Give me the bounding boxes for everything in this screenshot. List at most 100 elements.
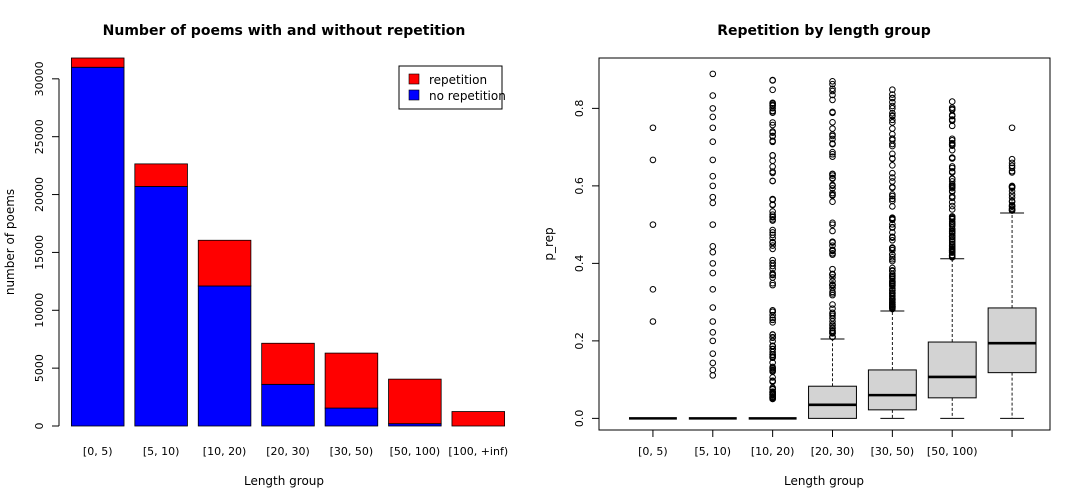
outlier-point [889, 169, 896, 177]
outlier-point [889, 119, 896, 126]
outlier-point [889, 178, 896, 185]
outlier-point [889, 257, 896, 265]
outlier-point [1008, 194, 1016, 201]
outlier-point [889, 280, 896, 287]
right-y-axis-label: p_rep [542, 227, 556, 260]
bar-repetition [134, 163, 188, 187]
outlier-point [709, 359, 717, 367]
outlier-point [948, 141, 956, 149]
right-x-tick-label: [50, 100) [927, 445, 978, 458]
outlier-point [1008, 159, 1016, 167]
outlier-point [769, 368, 776, 375]
right-x-tick-label: [0, 5) [638, 445, 668, 458]
outlier-point [829, 270, 836, 278]
outlier-point [829, 227, 836, 235]
right-plot-frame [598, 57, 1051, 431]
left-y-tick-label: 15000 [33, 235, 46, 270]
outlier-point [889, 136, 896, 144]
outlier-point [889, 255, 896, 263]
outlier-point [649, 318, 657, 325]
right-x-tick-label: [30, 50) [871, 445, 915, 458]
outlier-point [709, 248, 717, 256]
right-y-tick-label: 0.0 [573, 410, 586, 428]
outlier-point [829, 150, 836, 158]
outlier-point [829, 249, 836, 257]
outlier-point [769, 157, 776, 165]
bar-repetition [324, 352, 379, 409]
outlier-point [889, 253, 896, 261]
outlier-point [769, 314, 776, 322]
outlier-point [948, 122, 956, 130]
box-group [987, 124, 1037, 419]
outlier-point [889, 236, 896, 244]
bar-no-repetition [324, 407, 379, 427]
outlier-point [948, 248, 956, 256]
legend-label-no-repetition: no repetition [429, 89, 506, 103]
outlier-point [889, 184, 896, 192]
bar-no-repetition [197, 285, 252, 427]
outlier-point [889, 305, 896, 313]
outlier-point [769, 234, 776, 242]
outlier-point [829, 119, 836, 126]
outlier-point [769, 216, 776, 223]
outlier-point [829, 327, 836, 334]
outlier-point [889, 109, 896, 117]
outlier-point [829, 108, 836, 116]
right-x-tick-label: [5, 10) [694, 445, 731, 458]
outlier-point [769, 281, 776, 289]
outlier-point [769, 270, 776, 277]
outlier-point [829, 221, 836, 228]
outlier-point [829, 125, 836, 132]
outlier-point [829, 85, 836, 93]
outlier-point [889, 105, 896, 112]
outlier-point [709, 92, 717, 99]
outlier-point [889, 203, 896, 210]
bar-no-repetition [261, 383, 315, 427]
outlier-point [829, 91, 836, 99]
outlier-point [829, 281, 836, 289]
outlier-point [649, 124, 657, 132]
outlier-point [889, 195, 896, 203]
outlier-point [948, 175, 956, 183]
legend-swatch-repetition [408, 73, 420, 85]
outlier-point [948, 116, 956, 123]
outlier-point [889, 125, 896, 132]
outlier-point [829, 310, 836, 318]
outlier-point [889, 233, 896, 241]
outlier-point [769, 238, 776, 246]
outlier-point [889, 273, 896, 281]
right-y-tick-label: 0.8 [573, 100, 586, 118]
outlier-point [769, 337, 776, 345]
outlier-point [829, 153, 836, 160]
outlier-point [889, 244, 896, 252]
outlier-point [1008, 187, 1016, 195]
outlier-point [769, 226, 776, 234]
outlier-point [1008, 169, 1016, 176]
outlier-point [889, 289, 896, 297]
outlier-point [829, 185, 836, 192]
outlier-point [649, 156, 657, 164]
outlier-point [769, 345, 776, 353]
outlier-point [889, 116, 896, 124]
outlier-point [948, 106, 956, 114]
outlier-point [948, 252, 956, 259]
outlier-point [649, 286, 657, 293]
left-y-tick-label: 30000 [33, 61, 46, 96]
outlier-point [709, 193, 717, 201]
outlier-point [889, 303, 896, 311]
outlier-point [889, 91, 896, 98]
outlier-point [829, 172, 836, 179]
bar-repetition [70, 57, 125, 68]
outlier-point [889, 162, 896, 169]
left-y-tick-label: 10000 [33, 293, 46, 328]
outlier-point [948, 112, 956, 120]
outlier-point [829, 148, 836, 156]
outlier-point [829, 238, 836, 246]
outlier-point [769, 311, 776, 319]
outlier-point [829, 181, 836, 189]
outlier-point [1008, 155, 1016, 163]
outlier-point [829, 131, 836, 138]
outlier-point [769, 128, 776, 135]
outlier-point [769, 316, 776, 324]
box-iqr [987, 307, 1037, 374]
